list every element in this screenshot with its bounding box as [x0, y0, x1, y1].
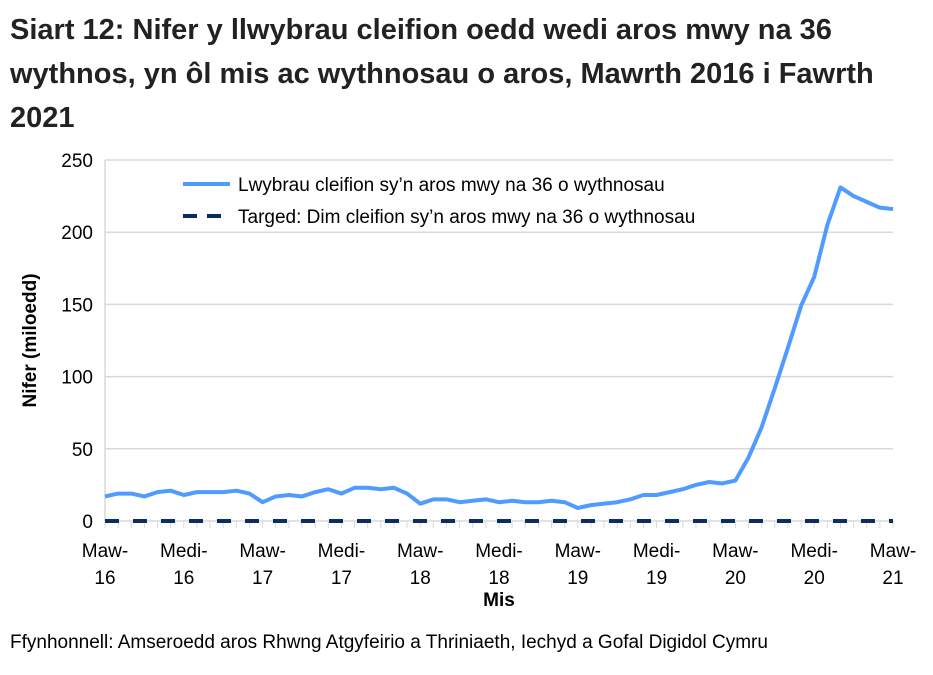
x-tick-label: Medi- [633, 541, 681, 562]
y-tick-label: 100 [61, 368, 93, 389]
legend-label: Targed: Dim cleifion sy’n aros mwy na 36… [238, 207, 695, 228]
x-tick-label: 18 [410, 568, 431, 589]
x-tick-label: Medi- [790, 541, 838, 562]
x-tick-label: 16 [173, 568, 194, 589]
x-tick-label: 16 [94, 568, 115, 589]
x-tick-label: 19 [646, 568, 667, 589]
x-tick-label: 17 [252, 568, 273, 589]
x-tick-label: Medi- [318, 541, 366, 562]
x-tick-label: Medi- [475, 541, 523, 562]
y-tick-label: 200 [61, 223, 93, 244]
x-tick-label: Maw- [870, 541, 916, 562]
y-tick-label: 0 [82, 512, 93, 533]
x-tick-label: 17 [331, 568, 352, 589]
y-tick-label: 150 [61, 295, 93, 316]
x-tick-label: Maw- [239, 541, 285, 562]
x-tick-label: Maw- [82, 541, 128, 562]
x-tick-label: Maw- [397, 541, 443, 562]
x-tick-label: Maw- [712, 541, 758, 562]
x-tick-label: 21 [882, 568, 903, 589]
x-tick-label: 20 [725, 568, 746, 589]
series-line-1 [104, 185, 894, 511]
legend-label: Lwybrau cleifion sy’n aros mwy na 36 o w… [238, 175, 665, 196]
source-note: Ffynhonnell: Amseroedd aros Rhwng Atgyfe… [10, 632, 768, 653]
x-tick-label: Maw- [555, 541, 601, 562]
y-tick-label: 250 [61, 151, 93, 172]
x-tick-label: Medi- [160, 541, 208, 562]
y-axis-title: Nifer (miloedd) [20, 273, 41, 407]
y-tick-label: 50 [72, 440, 93, 461]
x-tick-label: 20 [804, 568, 825, 589]
chart-title: Siart 12: Nifer y llwybrau cleifion oedd… [10, 14, 874, 134]
x-tick-label: 18 [488, 568, 509, 589]
x-tick-label: 19 [567, 568, 588, 589]
x-axis-title: Mis [483, 590, 515, 611]
